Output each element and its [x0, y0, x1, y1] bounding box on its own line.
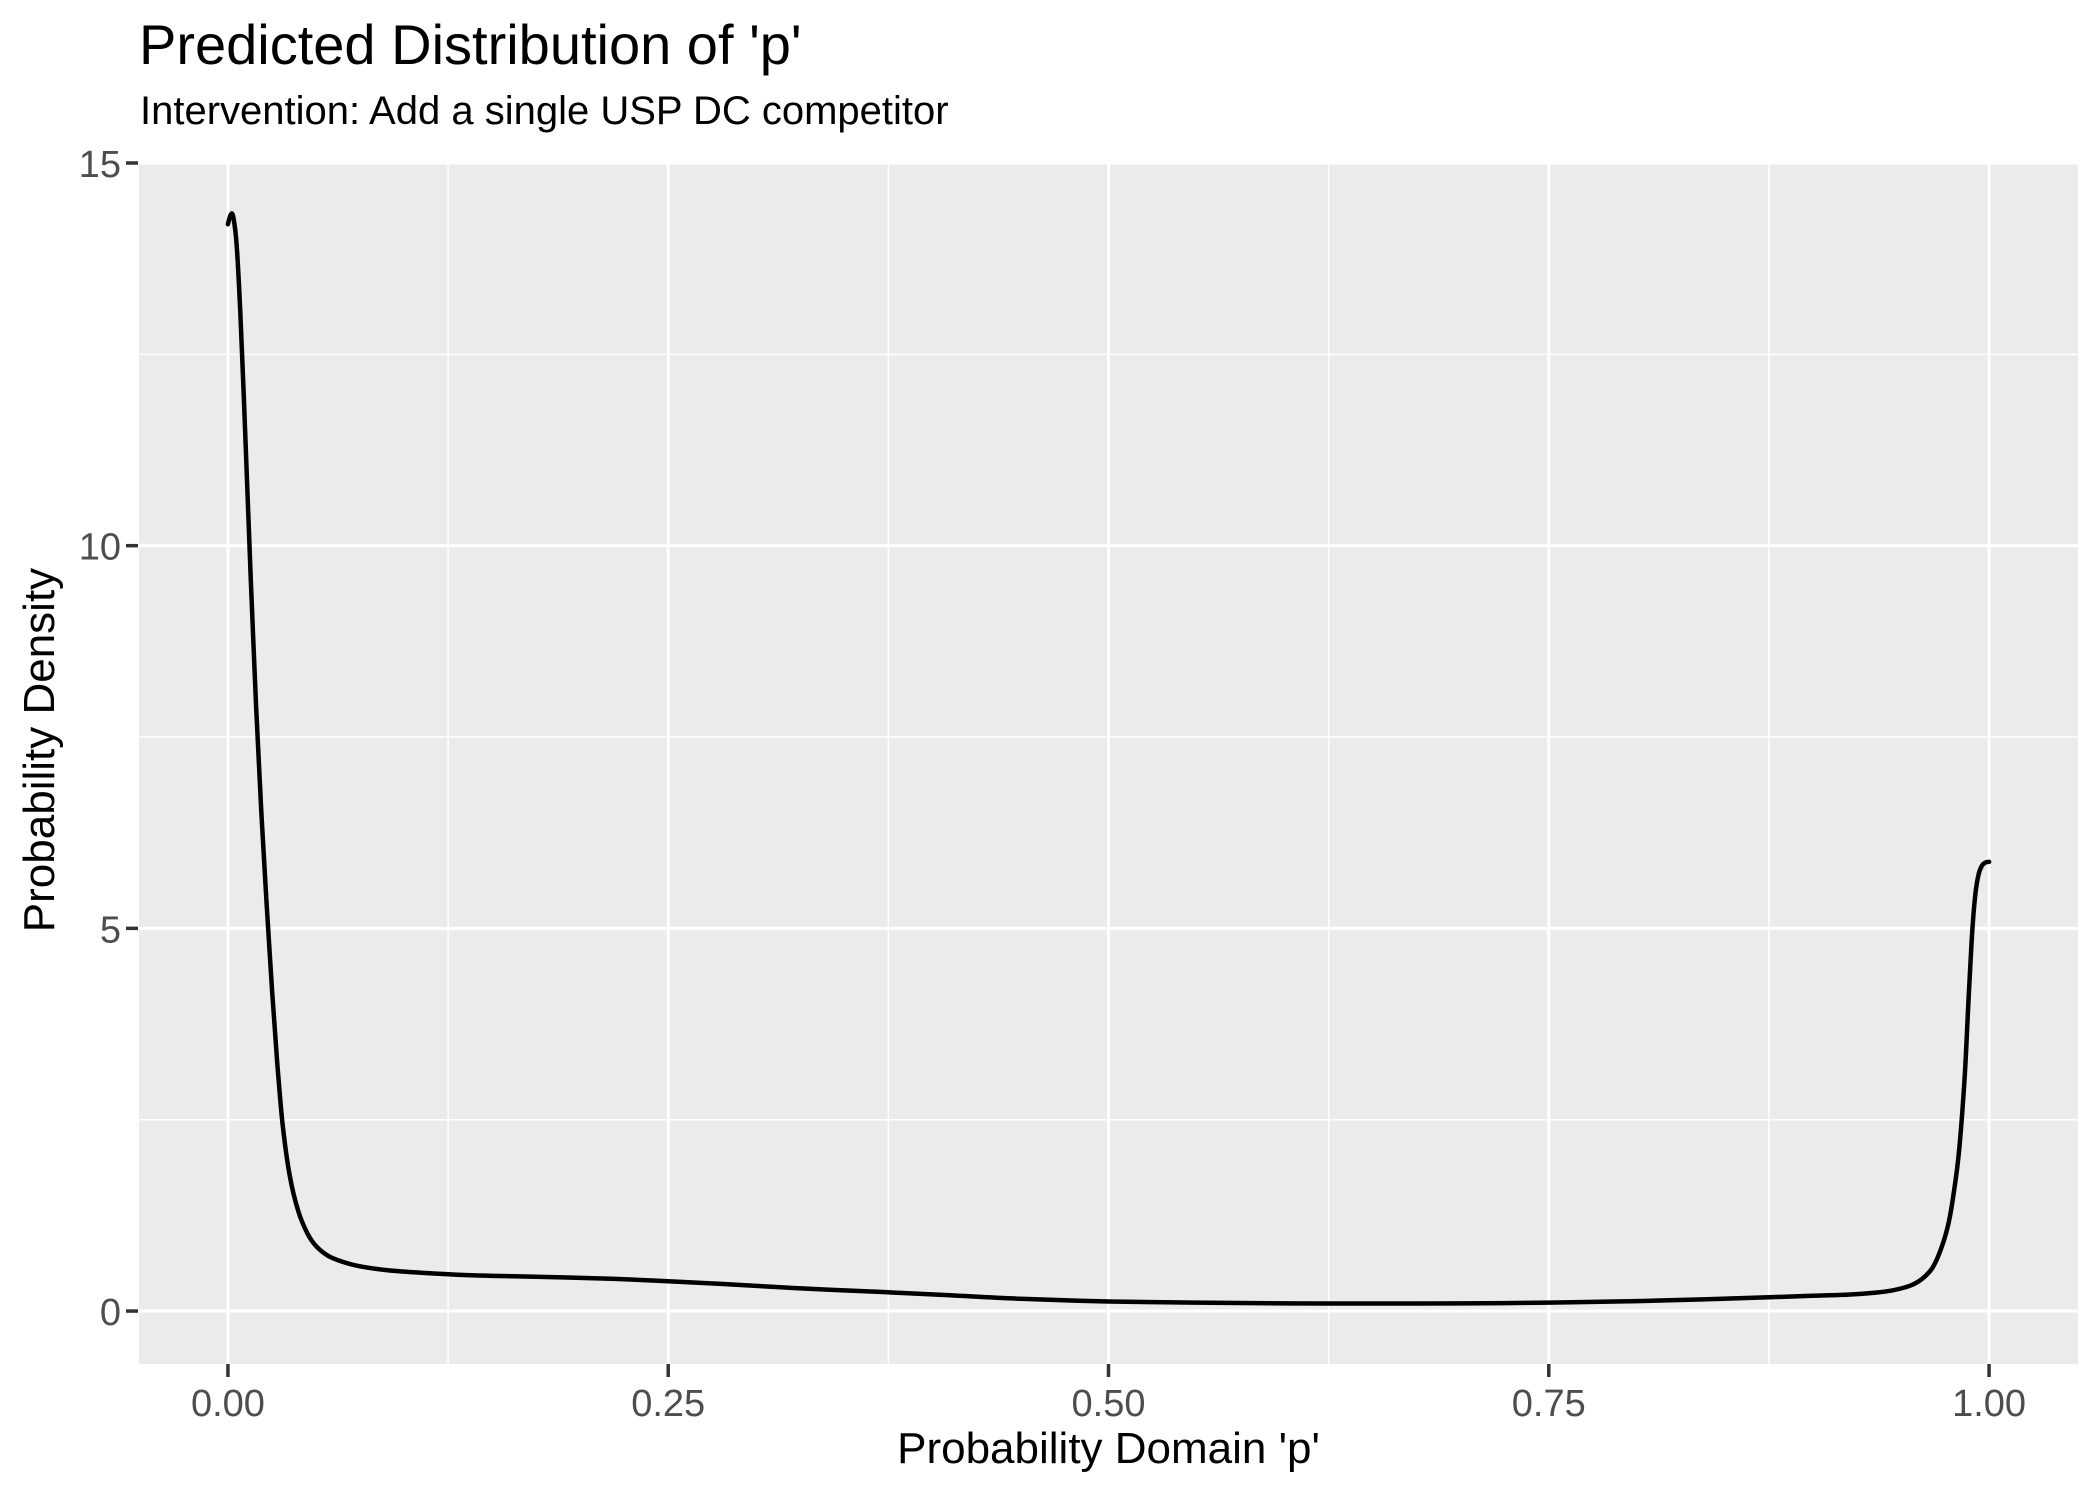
x-tick-label: 0.75: [1512, 1383, 1586, 1425]
y-tick-label: 10: [79, 527, 121, 569]
x-tick-label: 0.25: [631, 1383, 705, 1425]
x-axis-title: Probability Domain 'p': [897, 1424, 1320, 1473]
x-tick-label: 0.50: [1072, 1383, 1146, 1425]
y-tick-label: 0: [100, 1292, 121, 1334]
x-tick-label: 1.00: [1952, 1383, 2026, 1425]
x-tick-label: 0.00: [191, 1383, 265, 1425]
density-curve: [225, 211, 1992, 1306]
chart-title: Predicted Distribution of 'p': [139, 13, 802, 76]
y-axis-title: Probability Density: [15, 567, 64, 933]
y-tick-label: 5: [100, 909, 121, 951]
chart-subtitle: Intervention: Add a single USP DC compet…: [140, 89, 949, 133]
y-tick-label: 15: [79, 144, 121, 186]
